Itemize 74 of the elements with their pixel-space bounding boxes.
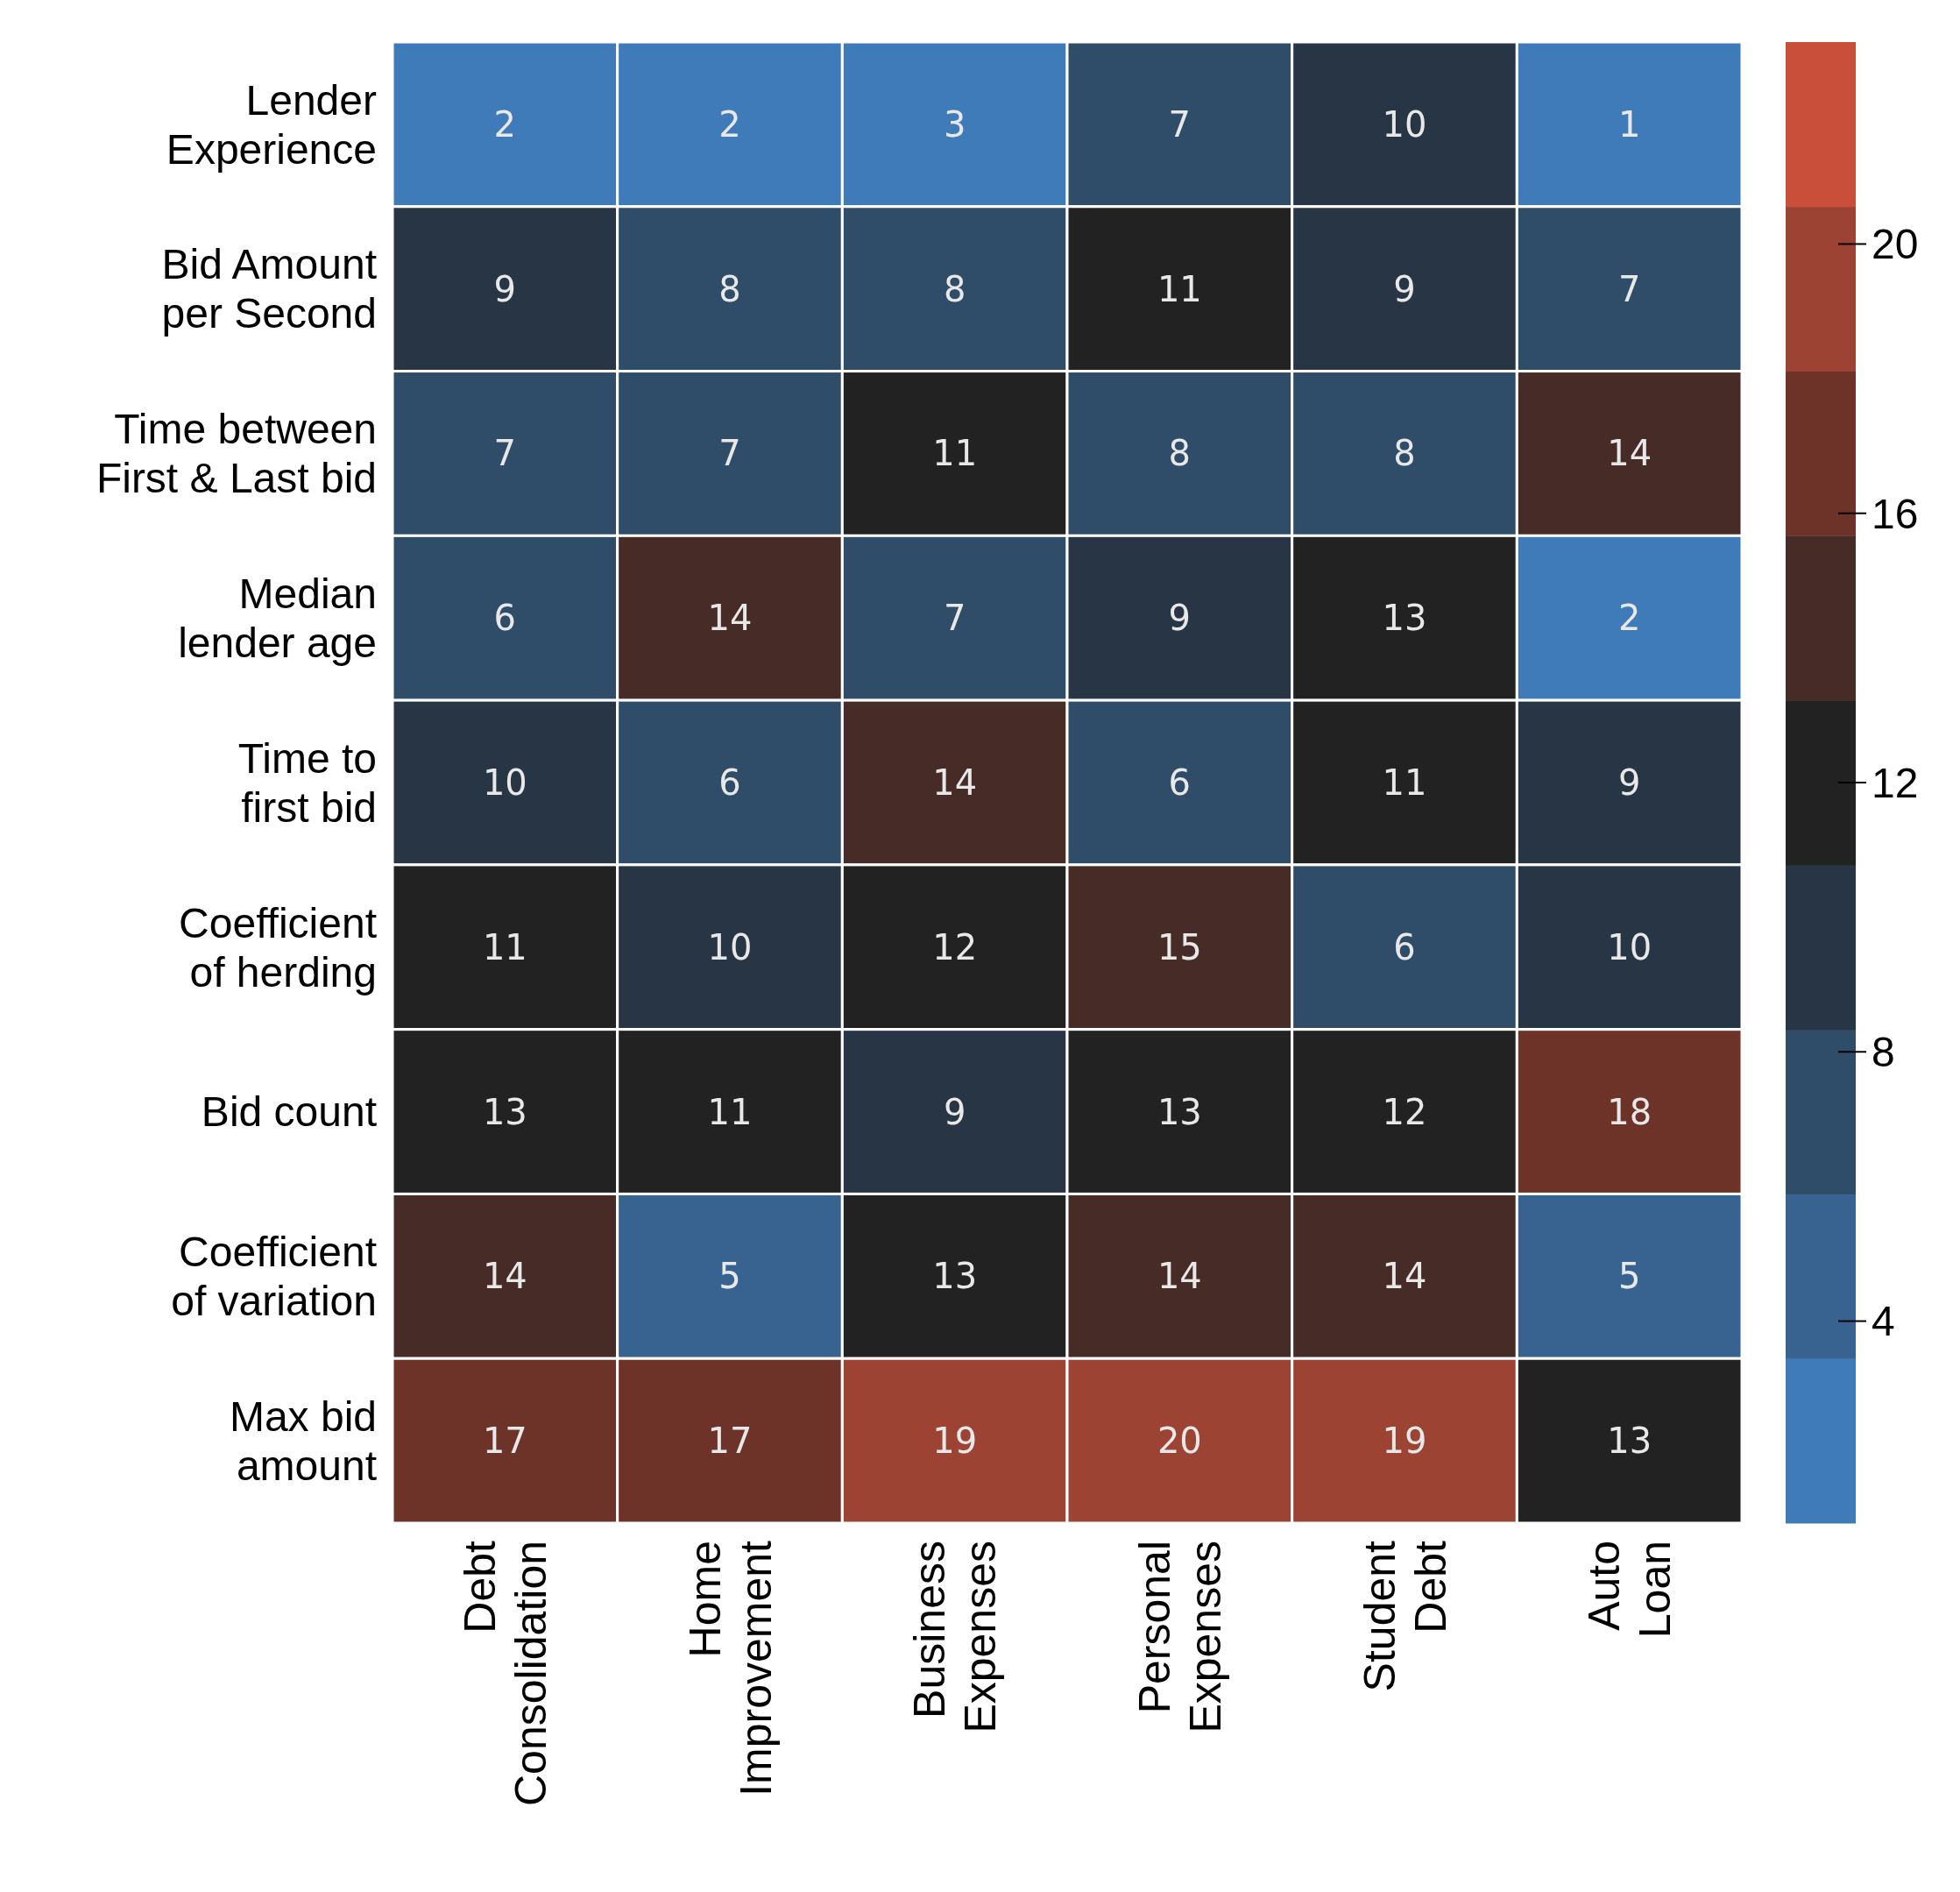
data-label: 9 [1393,268,1416,309]
data-label: 7 [943,598,966,639]
data-label: 7 [493,433,517,474]
data-label: 13 [1382,598,1427,639]
data-label: 8 [718,268,741,309]
data-label: 5 [1617,1256,1641,1297]
y-tick-label: Bid count [201,1088,377,1136]
data-label: 14 [1607,433,1652,474]
data-label: 10 [482,762,527,803]
data-label: 12 [1382,1091,1427,1132]
color-bar-label: 4 [1872,1298,1895,1345]
x-tick-label: Business Expenses [905,1541,1006,1733]
data-label: 13 [482,1091,527,1132]
data-label: 17 [707,1421,753,1462]
data-label: 13 [1607,1421,1652,1462]
data-label: 8 [1393,433,1416,474]
data-label: 13 [932,1256,978,1297]
data-label: 7 [1168,103,1192,145]
x-tick-label: Home Improvement [680,1540,781,1796]
data-label: 20 [1157,1421,1202,1462]
data-label: 11 [932,433,978,474]
y-tick-label: Coefficient of variation [171,1229,377,1325]
data-label: 11 [707,1091,753,1132]
y-tick-label: Median lender age [178,570,377,667]
data-label: 14 [1382,1256,1427,1297]
color-bar-label: 16 [1872,490,1919,537]
data-label: 13 [1157,1091,1202,1132]
data-label: 11 [1157,268,1202,309]
data-label: 1 [1617,103,1641,145]
data-label: 15 [1157,926,1202,967]
data-label: 5 [718,1256,741,1297]
data-label: 14 [932,762,978,803]
data-label: 9 [493,268,517,309]
color-bar-label: 12 [1872,759,1919,806]
data-label: 10 [707,926,753,967]
data-label: 12 [932,926,978,967]
data-label: 8 [943,268,966,309]
data-label: 2 [718,103,741,145]
data-label: 3 [943,103,966,145]
data-label: 19 [932,1421,978,1462]
y-tick-label: Time between First & Last bid [96,406,377,502]
data-label: 6 [1168,762,1192,803]
data-label: 2 [493,103,517,145]
y-tick-label: Bid Amount per Second [161,241,377,337]
x-tick-label: Auto Loan [1580,1541,1681,1639]
data-label: 14 [1157,1256,1202,1297]
data-label: 6 [1393,926,1416,967]
y-tick-label: Coefficient of herding [179,899,377,996]
data-label: 14 [707,598,753,639]
data-label: 7 [718,433,741,474]
data-label: 9 [1617,762,1641,803]
data-label: 9 [1168,598,1192,639]
data-label: 11 [1382,762,1427,803]
data-label: 6 [718,762,741,803]
color-bar-label: 20 [1872,221,1919,268]
data-label: 18 [1607,1091,1652,1132]
data-label: 7 [1617,268,1641,309]
color-bar-label: 8 [1872,1029,1895,1076]
data-label: 9 [943,1091,966,1132]
y-tick-label: Max bid amount [229,1392,377,1489]
data-label: 10 [1382,103,1427,145]
data-label: 11 [482,926,527,967]
y-tick-label: Time to first bid [237,734,377,831]
data-label: 17 [482,1421,527,1462]
data-label: 10 [1607,926,1652,967]
data-label: 14 [482,1256,527,1297]
x-tick-label: Personal Expenses [1129,1541,1230,1733]
data-label: 6 [493,598,517,639]
data-label: 8 [1168,433,1192,474]
data-label: 19 [1382,1421,1427,1462]
x-tick-label: Debt Consolidation [455,1540,555,1806]
y-tick-label: Lender Experience [166,76,378,173]
data-label: 2 [1617,598,1641,639]
x-tick-label: Student Debt [1355,1540,1455,1692]
